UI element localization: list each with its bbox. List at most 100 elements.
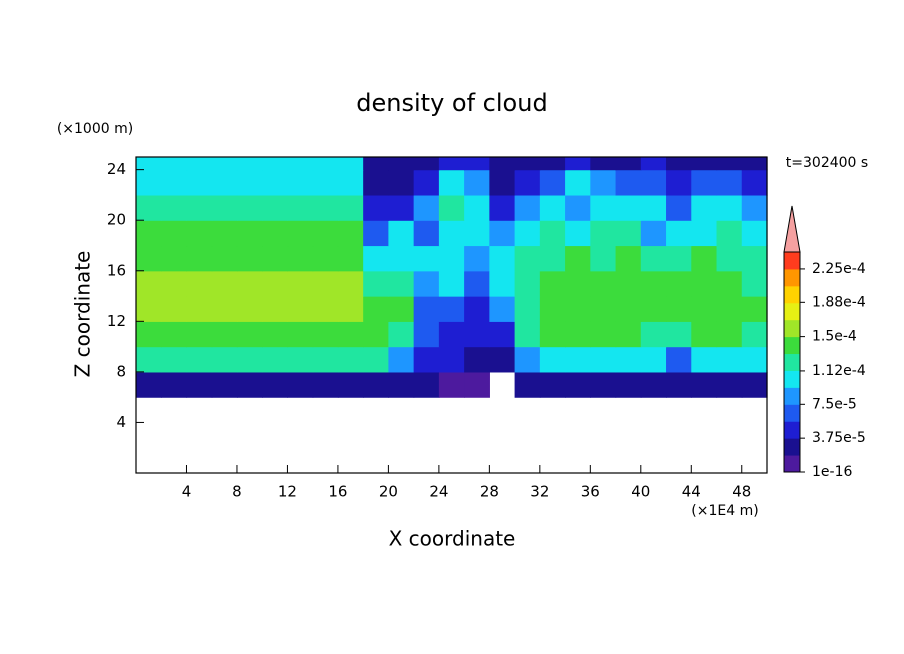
colorbar-tick-label: 7.5e-5	[812, 396, 857, 412]
colorbar-box	[784, 353, 800, 371]
x-axis-title: X coordinate	[389, 527, 516, 551]
heatmap-cell	[741, 245, 768, 272]
heatmap-cell	[615, 346, 642, 373]
heatmap-cell	[539, 270, 566, 297]
heatmap-cell	[337, 270, 364, 297]
heatmap-cell	[287, 371, 314, 398]
heatmap-cell	[565, 157, 591, 171]
heatmap-cell	[413, 157, 440, 171]
heatmap-cell	[236, 220, 263, 247]
heatmap-cell	[464, 194, 490, 221]
heatmap-cell	[666, 270, 692, 297]
heatmap-cell	[287, 157, 314, 171]
heatmap-cell	[363, 346, 389, 373]
heatmap-cell	[590, 220, 617, 247]
heatmap-cell	[312, 270, 339, 297]
heatmap-cell	[363, 194, 389, 221]
heatmap-cell	[514, 245, 541, 272]
heatmap-cell	[136, 371, 162, 398]
heatmap-cell	[716, 321, 743, 348]
heatmap-cell	[388, 321, 415, 348]
heatmap-cell	[312, 346, 339, 373]
x-unit: (×1E4 m)	[691, 503, 758, 519]
x-tick-label: 32	[530, 483, 549, 501]
heatmap-cell	[388, 270, 415, 297]
y-unit: (×1000 m)	[57, 121, 133, 137]
heatmap-cell	[565, 296, 591, 322]
heatmap-cell	[615, 321, 642, 348]
heatmap-cell	[691, 371, 718, 398]
heatmap-cell	[363, 371, 389, 398]
heatmap-cell	[590, 321, 617, 348]
x-tick-label: 16	[328, 483, 347, 501]
y-tick-label: 24	[107, 160, 126, 178]
x-tick-label: 12	[278, 483, 297, 501]
heatmap-cell	[161, 371, 188, 398]
heatmap-cell	[489, 346, 516, 373]
heatmap-cell	[741, 346, 768, 373]
heatmap-cell	[489, 245, 516, 272]
heatmap-cell	[186, 346, 213, 373]
heatmap-cell	[590, 346, 617, 373]
heatmap-cell	[161, 346, 188, 373]
heatmap-cell	[514, 321, 541, 348]
heatmap-cell	[287, 346, 314, 373]
y-tick-label: 16	[107, 261, 126, 279]
heatmap-cell	[413, 245, 440, 272]
heatmap-cell	[539, 321, 566, 348]
x-tick-label: 28	[480, 483, 499, 501]
heatmap-cell	[236, 169, 263, 196]
heatmap-cell	[514, 371, 541, 398]
heatmap-cell	[186, 321, 213, 348]
heatmap-cell	[464, 321, 490, 348]
heatmap-cell	[514, 157, 541, 171]
heatmap-cell	[691, 296, 718, 322]
colorbar-box	[784, 336, 800, 355]
heatmap-cell	[590, 157, 617, 171]
heatmap-cell	[136, 220, 162, 247]
heatmap-cell	[590, 270, 617, 297]
heatmap-cell	[539, 220, 566, 247]
heatmap-cell	[136, 169, 162, 196]
chart-title: density of cloud	[356, 89, 547, 117]
heatmap-cell	[514, 169, 541, 196]
colorbar-box	[784, 455, 800, 473]
heatmap-cell	[716, 371, 743, 398]
heatmap-cell	[262, 346, 289, 373]
heatmap-cell	[312, 194, 339, 221]
heatmap-cell	[438, 169, 465, 196]
y-tick-label: 12	[107, 312, 126, 330]
heatmap-cell	[565, 169, 591, 196]
heatmap-cell	[539, 194, 566, 221]
heatmap-cell	[161, 321, 188, 348]
colorbar-extension	[783, 205, 801, 253]
heatmap-cell	[590, 169, 617, 196]
colorbar-box	[784, 421, 800, 439]
heatmap-cell	[388, 346, 415, 373]
x-tick-label: 20	[379, 483, 398, 501]
heatmap-cell	[287, 194, 314, 221]
heatmap-cell	[136, 245, 162, 272]
colorbar-tick-label: 1.12e-4	[812, 363, 866, 379]
heatmap-cell	[666, 296, 692, 322]
heatmap-cell	[136, 270, 162, 297]
heatmap-cell	[514, 346, 541, 373]
heatmap-cell	[565, 270, 591, 297]
heatmap-cell	[741, 296, 768, 322]
heatmap-cell	[312, 371, 339, 398]
heatmap-cell	[438, 220, 465, 247]
heatmap-cell	[489, 194, 516, 221]
heatmap-cell	[666, 321, 692, 348]
heatmap-cell	[186, 220, 213, 247]
heatmap-cell	[489, 169, 516, 196]
heatmap-cell	[337, 346, 364, 373]
heatmap-cell	[161, 296, 188, 322]
heatmap-cell	[438, 371, 465, 398]
heatmap-cell	[716, 194, 743, 221]
heatmap-cell	[262, 371, 289, 398]
heatmap-cell	[464, 296, 490, 322]
heatmap-cell	[287, 296, 314, 322]
colorbar-box	[784, 302, 800, 321]
heatmap-cell	[236, 270, 263, 297]
heatmap-cell	[666, 346, 692, 373]
